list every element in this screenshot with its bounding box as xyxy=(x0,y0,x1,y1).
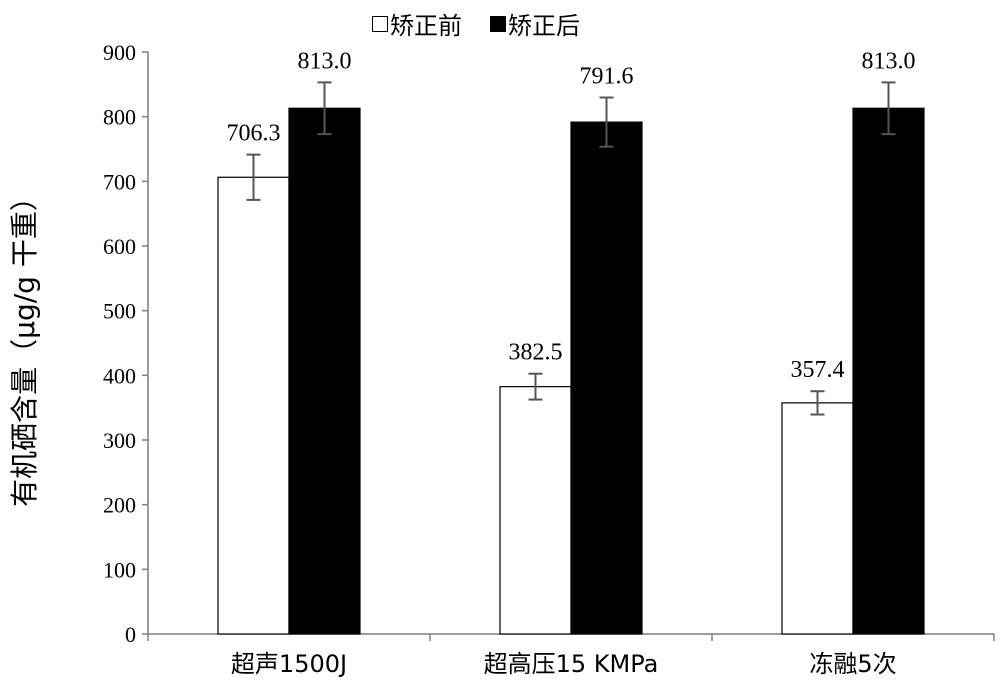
data-label: 813.0 xyxy=(862,48,916,74)
legend-swatch-after xyxy=(490,15,506,32)
legend-label-after: 矫正后 xyxy=(508,12,580,40)
x-tick-label: 超声1500J xyxy=(231,650,347,678)
x-tick-label: 超高压15 KMPa xyxy=(484,650,659,678)
y-tick-label: 0 xyxy=(125,622,136,647)
data-label: 791.6 xyxy=(580,64,634,90)
y-tick-label: 800 xyxy=(103,105,136,130)
data-label: 706.3 xyxy=(227,121,281,147)
legend-label-before: 矫正前 xyxy=(390,12,462,40)
legend-item-before: 矫正前 xyxy=(372,6,462,41)
bar xyxy=(217,176,290,635)
y-tick-label: 500 xyxy=(103,299,136,324)
x-tick-label: 冻融5次 xyxy=(809,650,896,678)
bar xyxy=(570,121,643,635)
bar xyxy=(499,386,572,635)
legend-item-after: 矫正后 xyxy=(490,6,580,41)
legend: 矫正前 矫正后 xyxy=(372,6,580,41)
legend-swatch-before xyxy=(372,15,388,32)
y-tick-label: 100 xyxy=(103,557,136,582)
bar xyxy=(781,402,854,635)
y-tick-label: 600 xyxy=(103,234,136,259)
bar xyxy=(852,107,925,635)
data-label: 357.4 xyxy=(791,357,845,383)
bar xyxy=(288,107,361,635)
y-tick-label: 300 xyxy=(103,428,136,453)
y-tick-label: 200 xyxy=(103,493,136,518)
data-label: 813.0 xyxy=(298,48,352,74)
y-tick-label: 400 xyxy=(103,363,136,388)
y-tick-label: 700 xyxy=(103,169,136,194)
y-tick-label: 900 xyxy=(103,40,136,65)
data-label: 382.5 xyxy=(509,340,563,366)
